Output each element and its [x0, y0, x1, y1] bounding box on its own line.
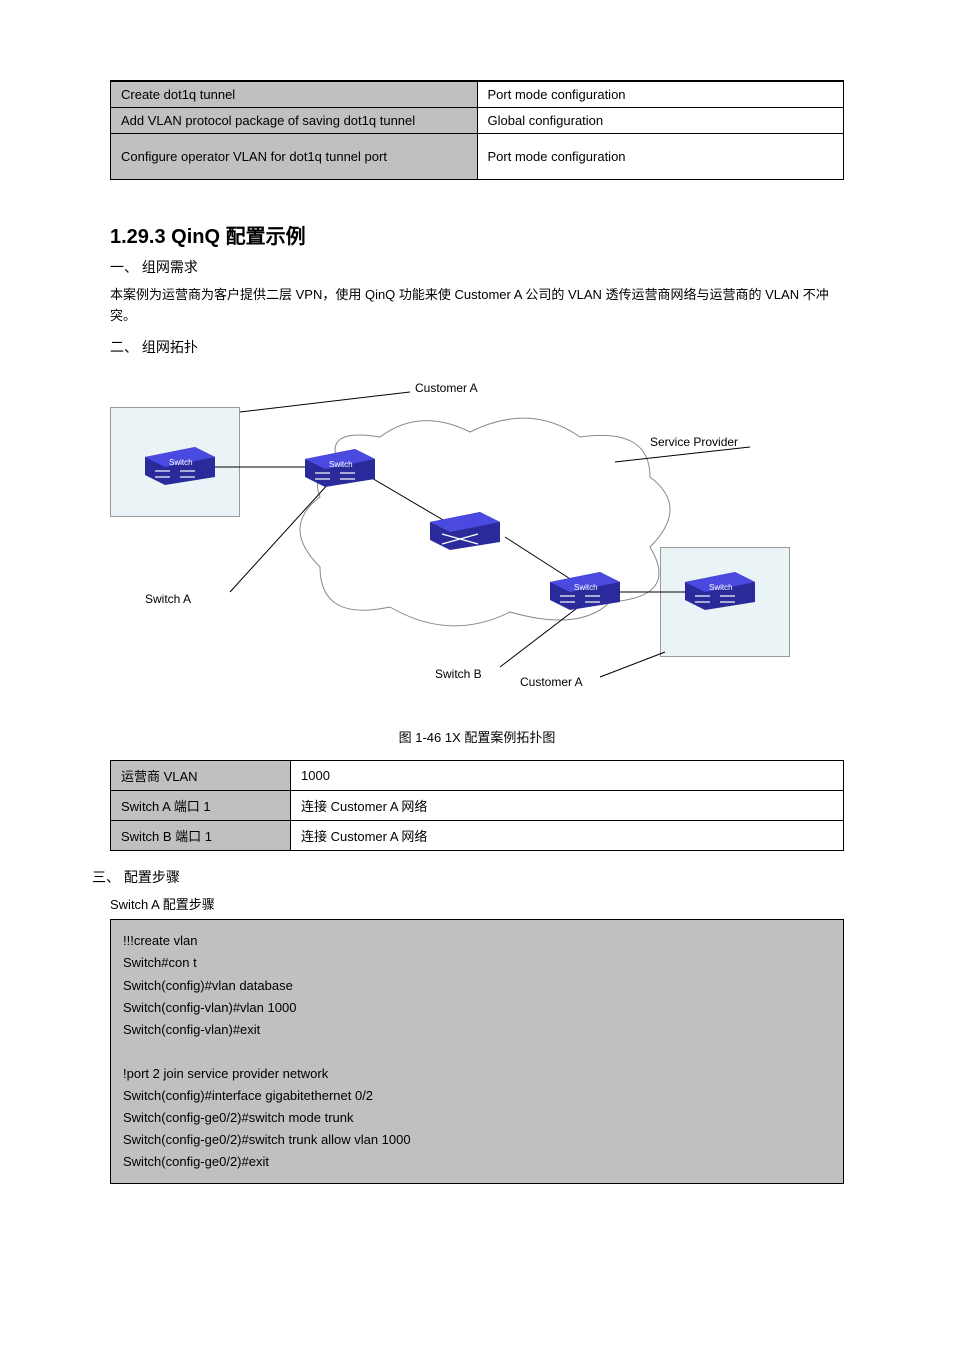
code-line: Switch(config)#interface gigabitethernet… [123, 1088, 373, 1103]
table-config-params: 运营商 VLAN 1000 Switch A 端口 1 连接 Customer … [110, 760, 844, 851]
switch-icon: Switch [145, 447, 215, 485]
label-switch-a: Switch A [145, 592, 191, 606]
switch-icon: Switch [305, 449, 375, 487]
code-line: Switch(config-ge0/2)#switch trunk allow … [123, 1132, 411, 1147]
code-line: Switch#con t [123, 955, 197, 970]
config-code-block: !!!create vlan Switch#con t Switch(confi… [110, 919, 844, 1184]
code-line: Switch(config-ge0/2)#exit [123, 1154, 269, 1169]
cell: Switch A 端口 1 [111, 790, 291, 820]
label-service-provider: Service Provider [650, 435, 738, 449]
subheading-steps: 三、 配置步骤 [92, 867, 844, 887]
svg-text:Switch: Switch [709, 583, 733, 592]
switch-icon: Switch [550, 572, 620, 610]
switch-icon [430, 512, 500, 550]
cell: 1000 [291, 760, 844, 790]
cell: Global configuration [477, 108, 844, 134]
svg-text:Switch: Switch [574, 583, 598, 592]
table-row: Switch A 端口 1 连接 Customer A 网络 [111, 790, 844, 820]
code-line: Switch(config-vlan)#vlan 1000 [123, 1000, 296, 1015]
cell: Switch B 端口 1 [111, 820, 291, 850]
subheading-topology: 二、 组网拓扑 [110, 337, 844, 357]
figure-caption: 图 1-46 1X 配置案例拓扑图 [110, 727, 844, 746]
code-line: !!!create vlan [123, 933, 197, 948]
section-heading: 1.29.3 QinQ 配置示例 [110, 220, 844, 249]
svg-text:Switch: Switch [169, 458, 193, 467]
switch-a-steps-label: Switch A 配置步骤 [110, 895, 844, 916]
table-row: Create dot1q tunnel Port mode configurat… [111, 82, 844, 108]
code-line: Switch(config-ge0/2)#switch mode trunk [123, 1110, 354, 1125]
label-switch-b: Switch B [435, 667, 482, 681]
topology-diagram: Switch Switch Switch Switch Customer A S… [110, 377, 830, 717]
table-row: Add VLAN protocol package of saving dot1… [111, 108, 844, 134]
cell: Port mode configuration [477, 134, 844, 180]
code-line: !port 2 join service provider network [123, 1066, 328, 1081]
table-row: 运营商 VLAN 1000 [111, 760, 844, 790]
cell: Configure operator VLAN for dot1q tunnel… [111, 134, 478, 180]
table-dot1q: Create dot1q tunnel Port mode configurat… [110, 81, 844, 180]
table-row: Switch B 端口 1 连接 Customer A 网络 [111, 820, 844, 850]
cell: Add VLAN protocol package of saving dot1… [111, 108, 478, 134]
switch-icon: Switch [685, 572, 755, 610]
label-customer-a-bottom: Customer A [520, 675, 583, 689]
requirements-body: 本案例为运营商为客户提供二层 VPN，使用 QinQ 功能来使 Customer… [110, 285, 844, 327]
table-row: Configure operator VLAN for dot1q tunnel… [111, 134, 844, 180]
code-line: Switch(config-vlan)#exit [123, 1022, 260, 1037]
subheading-requirements: 一、 组网需求 [110, 257, 844, 277]
cell: 运营商 VLAN [111, 760, 291, 790]
cell: Port mode configuration [477, 82, 844, 108]
label-customer-a-top: Customer A [415, 381, 478, 395]
cell: 连接 Customer A 网络 [291, 790, 844, 820]
code-line: Switch(config)#vlan database [123, 978, 293, 993]
cell: 连接 Customer A 网络 [291, 820, 844, 850]
svg-text:Switch: Switch [329, 460, 353, 469]
cell: Create dot1q tunnel [111, 82, 478, 108]
